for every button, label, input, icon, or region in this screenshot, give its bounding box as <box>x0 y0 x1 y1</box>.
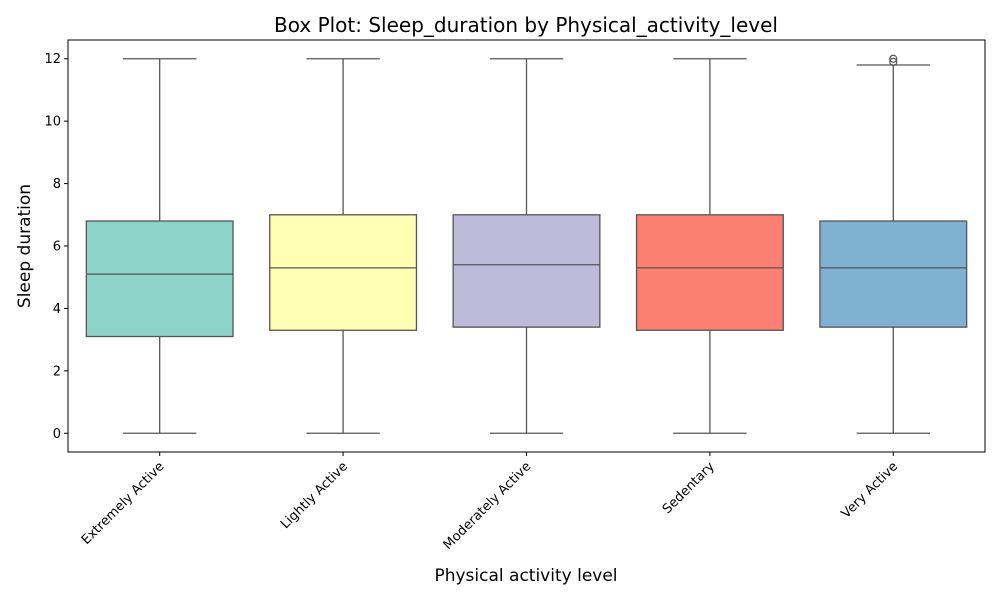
y-tick-label: 10 <box>44 115 61 130</box>
x-tick-label: Sedentary <box>660 459 718 517</box>
boxes-layer <box>85 54 968 434</box>
box-moderately-active <box>452 58 601 434</box>
y-tick-label: 6 <box>53 240 61 255</box>
y-tick-label: 8 <box>53 177 61 192</box>
x-axis-label: Physical activity level <box>434 566 617 586</box>
chart-title: Box Plot: Sleep_duration by Physical_act… <box>274 13 778 37</box>
x-tick-label: Lightly Active <box>278 459 351 532</box>
x-tick-label: Moderately Active <box>441 459 535 553</box>
y-axis: 0 2 4 6 8 10 12 <box>44 52 68 442</box>
y-tick-label: 2 <box>53 364 61 379</box>
box-lightly-active <box>269 58 418 434</box>
iqr-box <box>452 214 601 328</box>
box-extremely-active <box>85 58 234 434</box>
y-tick-label: 4 <box>53 302 61 317</box>
outlier-point <box>889 57 898 66</box>
x-tick-label: Very Active <box>839 459 901 521</box>
iqr-box <box>819 220 968 328</box>
iqr-box <box>85 220 234 338</box>
iqr-box <box>635 214 784 331</box>
outlier-point <box>889 54 898 63</box>
box-very-active <box>819 54 968 434</box>
x-tick-label: Extremely Active <box>79 459 168 548</box>
y-tick-label: 12 <box>44 52 61 67</box>
x-axis: Extremely Active Lightly Active Moderately… <box>79 452 901 553</box>
iqr-box <box>269 214 418 331</box>
y-axis-label: Sleep duration <box>15 184 35 308</box>
box-sedentary <box>635 58 784 434</box>
y-tick-label: 0 <box>53 427 61 442</box>
